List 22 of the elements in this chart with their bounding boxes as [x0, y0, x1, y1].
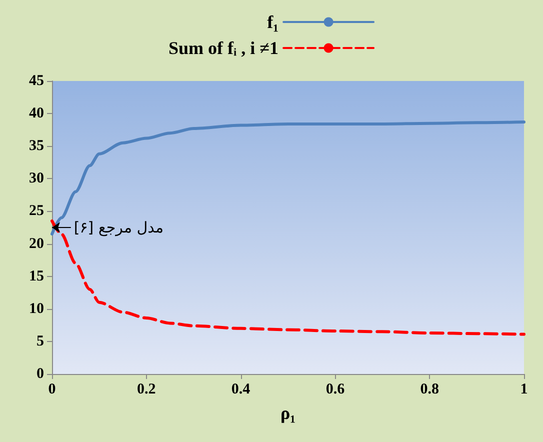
annotation: مدل مرجع [۶] — [74, 218, 164, 236]
x-tick-label: 0.4 — [231, 382, 251, 398]
y-tick-label: 20 — [29, 236, 44, 252]
x-tick-label: 0 — [48, 382, 56, 398]
y-tick-label: 5 — [36, 333, 44, 350]
y-tick-label: 35 — [29, 138, 44, 154]
x-axis-title: ρ₁ — [280, 403, 296, 423]
x-tick-label: 0.8 — [420, 382, 439, 398]
y-tick-label: 10 — [29, 300, 44, 317]
y-tick-label: 25 — [29, 203, 44, 220]
y-tick-label: 0 — [36, 366, 44, 382]
y-tick-label: 30 — [29, 170, 44, 187]
x-tick-label: 1 — [520, 382, 528, 398]
line-series — [50, 120, 526, 236]
x-tick-label: 0.2 — [137, 382, 156, 398]
legend-label: f₁ — [267, 12, 279, 32]
y-tick-label: 45 — [29, 73, 44, 89]
x-tick-label: 0.6 — [326, 382, 346, 398]
legend-label: Sum of fᵢ , i ≠1 — [168, 38, 279, 58]
line-series — [50, 219, 526, 336]
y-tick-label: 40 — [29, 106, 44, 122]
y-tick-label: 15 — [29, 268, 44, 284]
